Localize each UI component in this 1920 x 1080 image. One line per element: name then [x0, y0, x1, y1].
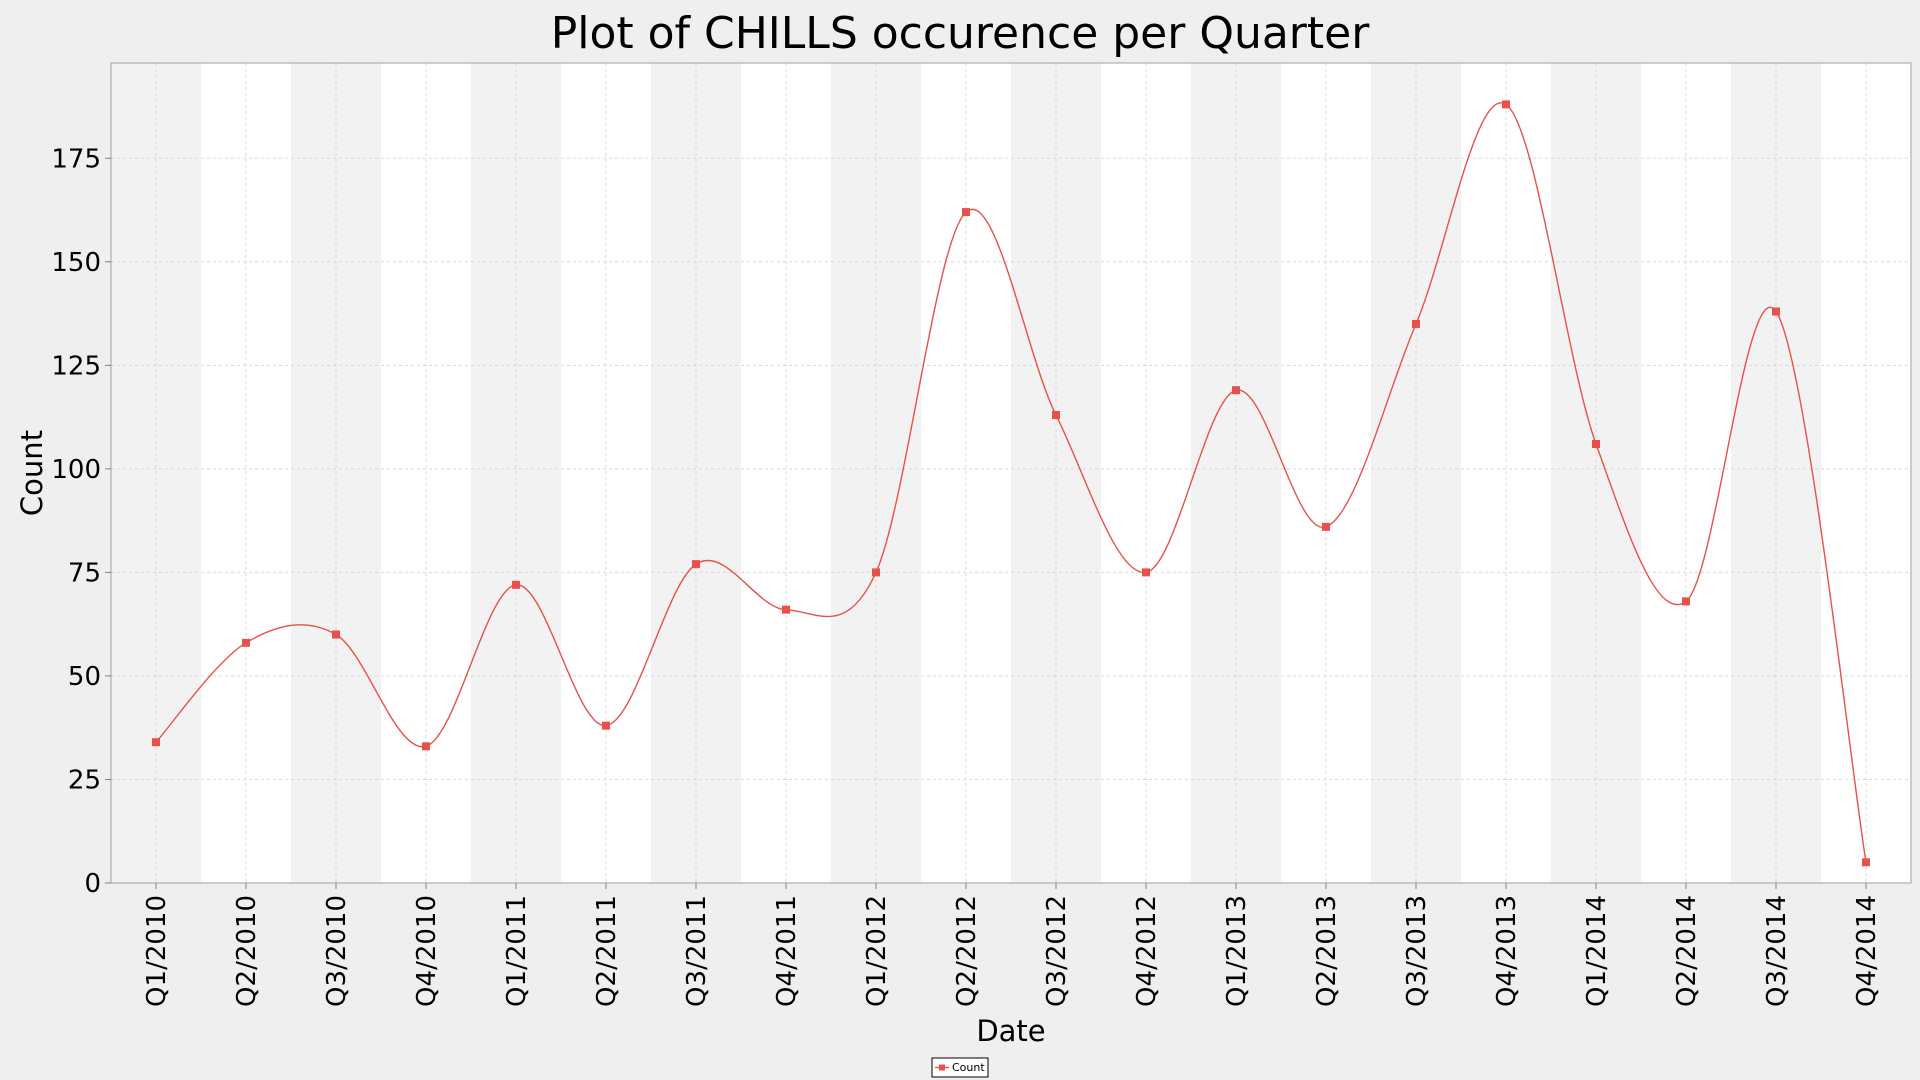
x-tick-label: Q3/2010 — [322, 895, 352, 1007]
series-markers — [152, 100, 1870, 867]
series-line-count — [155, 102, 1867, 863]
y-tick-label: 150 — [51, 248, 101, 278]
legend-box — [931, 1057, 989, 1078]
data-point — [1502, 100, 1510, 109]
data-point — [962, 208, 970, 217]
data-point — [1142, 568, 1150, 577]
x-axis-ticks: Q1/2010 Q2/2010 Q3/2010 Q4/2010 Q1/2011 Q2/20… — [142, 883, 1882, 1007]
legend-marker-icon — [939, 1064, 945, 1071]
x-tick-label: Q3/2013 — [1402, 895, 1432, 1007]
x-tick-label: Q2/2011 — [592, 895, 622, 1007]
plot-border — [110, 62, 1912, 884]
y-axis-label: Count — [15, 430, 49, 516]
x-tick-label: Q2/2012 — [952, 895, 982, 1007]
x-tick-label: Q2/2014 — [1672, 895, 1702, 1007]
x-tick-label: Q1/2014 — [1582, 895, 1612, 1007]
x-tick-label: Q1/2010 — [142, 895, 172, 1007]
x-tick-label: Q3/2014 — [1762, 895, 1792, 1007]
y-axis-ticks: 0 25 50 75 100 125 150 175 — [51, 144, 111, 899]
x-tick-label: Q1/2011 — [502, 895, 532, 1007]
data-point — [242, 638, 250, 647]
legend-label: Count — [952, 1061, 985, 1074]
x-tick-label: Q4/2011 — [772, 895, 802, 1007]
data-point — [1052, 411, 1060, 420]
y-tick-label: 0 — [84, 869, 101, 899]
x-tick-label: Q1/2012 — [862, 895, 892, 1007]
x-tick-label: Q3/2011 — [682, 895, 712, 1007]
y-tick-label: 75 — [68, 558, 101, 588]
data-point — [512, 580, 520, 589]
y-tick-label: 125 — [51, 351, 101, 381]
legend: Count — [931, 1057, 989, 1078]
category-bands — [111, 63, 1821, 883]
chart-title: Plot of CHILLS occurence per Quarter — [551, 8, 1371, 59]
grid-lines — [111, 63, 1911, 884]
y-tick-label: 100 — [51, 455, 101, 485]
data-point — [1862, 858, 1870, 867]
x-tick-label: Q4/2014 — [1852, 895, 1882, 1007]
data-point — [1322, 522, 1330, 531]
x-tick-label: Q4/2010 — [412, 895, 442, 1007]
x-tick-label: Q2/2010 — [232, 895, 262, 1007]
data-point — [152, 738, 160, 747]
data-point — [872, 568, 880, 577]
data-point — [1232, 386, 1240, 395]
y-tick-label: 175 — [51, 144, 101, 174]
data-point — [332, 630, 340, 639]
data-point — [1682, 597, 1690, 606]
data-point — [602, 721, 610, 730]
x-tick-label: Q4/2013 — [1492, 895, 1522, 1007]
x-tick-label: Q2/2013 — [1312, 895, 1342, 1007]
data-point — [1772, 307, 1780, 316]
x-tick-label: Q4/2012 — [1132, 895, 1162, 1007]
data-point — [692, 560, 700, 569]
data-point — [1592, 440, 1600, 449]
data-point — [1412, 319, 1420, 328]
y-tick-label: 50 — [68, 662, 101, 692]
x-tick-label: Q1/2013 — [1222, 895, 1252, 1007]
data-point — [422, 742, 430, 751]
y-tick-label: 25 — [68, 765, 101, 795]
x-tick-label: Q3/2012 — [1042, 895, 1072, 1007]
data-point — [782, 605, 790, 614]
x-axis-label: Date — [976, 1014, 1045, 1048]
